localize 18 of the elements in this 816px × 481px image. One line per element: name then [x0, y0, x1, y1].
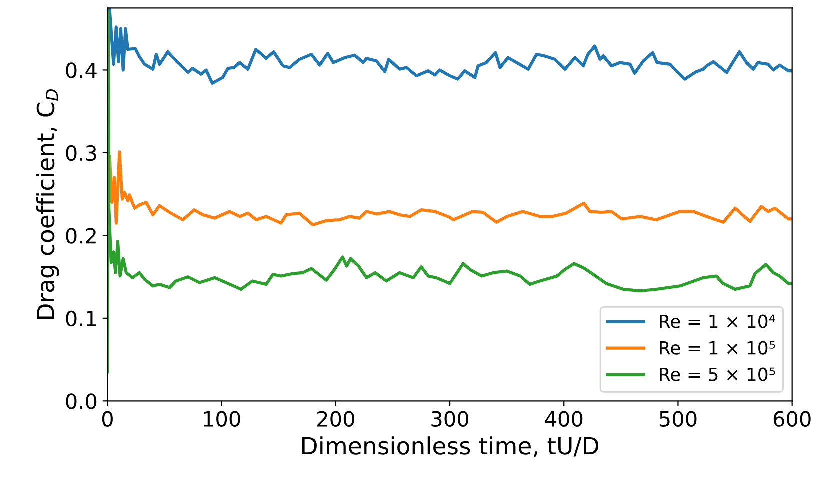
line-series	[108, 150, 792, 226]
x-tick-label: 100	[204, 411, 240, 428]
legend-label: Re = 1 × 10⁵	[660, 341, 776, 355]
y-tick-label: 0.0	[66, 394, 97, 410]
x-tick-label: 600	[774, 411, 811, 428]
x-tick-label: 400	[545, 411, 583, 428]
x-axis-title: Dimensionless time, tU/D	[302, 436, 598, 458]
legend-label: Re = 5 × 10⁵	[660, 368, 776, 382]
x-tick-label: 0	[102, 411, 113, 428]
x-tick-label: 200	[318, 411, 354, 428]
y-tick-label: 0.1	[66, 310, 96, 327]
y-tick-label: 0.3	[66, 145, 96, 162]
x-tick-label: 500	[660, 411, 697, 428]
y-tick-label: 0.4	[66, 62, 97, 78]
x-tick-label: 300	[432, 411, 469, 428]
legend-label: Re = 1 × 10⁴	[660, 314, 776, 328]
y-tick-label: 0.2	[66, 228, 96, 244]
y-axis-title: Drag coefficient, C$_{D}$	[36, 89, 60, 320]
